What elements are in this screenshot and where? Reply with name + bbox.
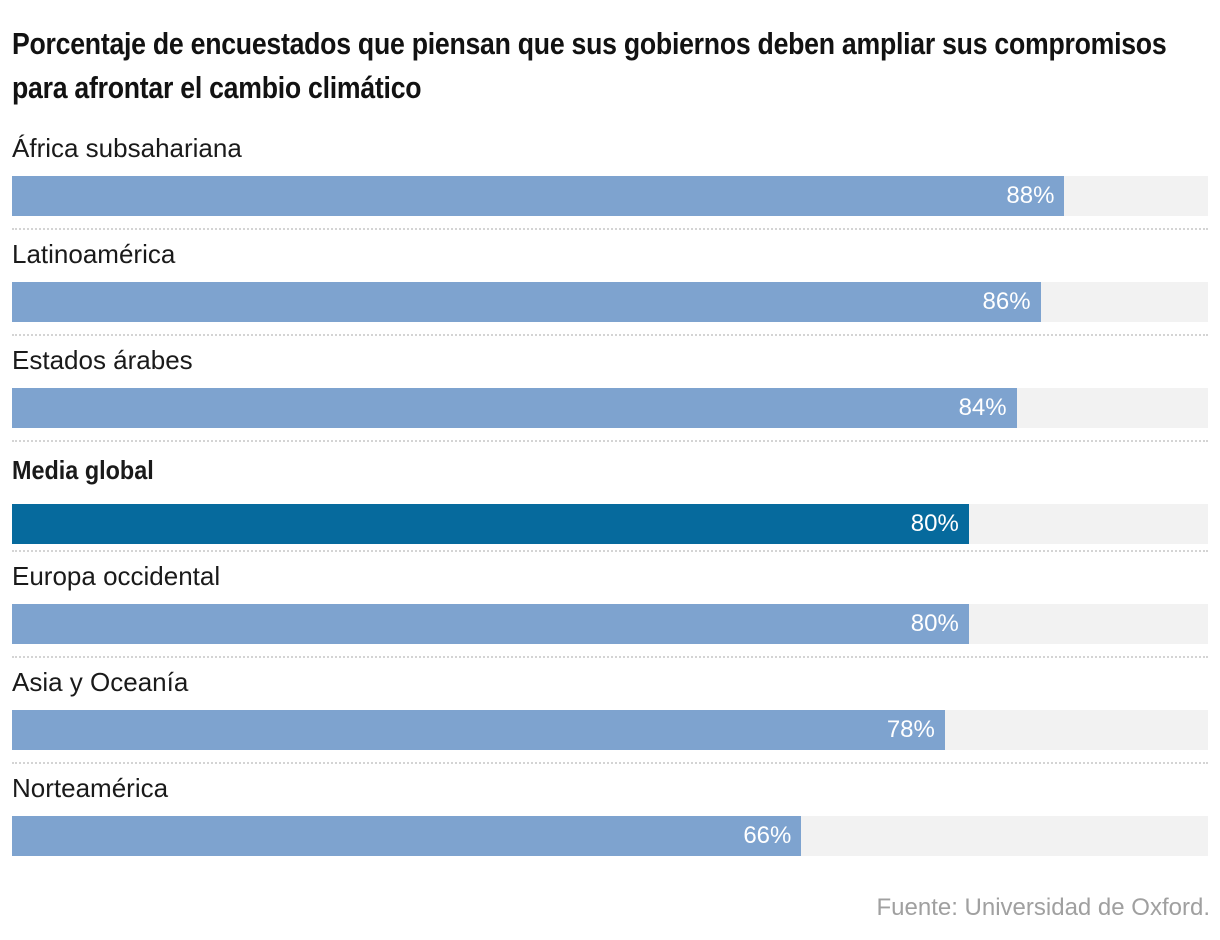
bar-row: Europa occidental 80%	[12, 556, 1208, 662]
category-label: Europa occidental	[12, 561, 221, 591]
source-note: Fuente: Universidad de Oxford.	[876, 894, 1210, 921]
bar: 86%	[12, 282, 1041, 322]
value-label: 66%	[743, 822, 792, 849]
bar: 84%	[12, 388, 1017, 428]
row-divider	[12, 334, 1208, 336]
bar: 66%	[12, 816, 802, 856]
bar-row: África subsahariana 88%	[12, 128, 1208, 234]
value-label: 86%	[982, 288, 1031, 315]
bar-row: Latinoamérica 86%	[12, 234, 1208, 340]
category-label: Norteamérica	[12, 773, 169, 803]
value-label: 84%	[958, 394, 1007, 421]
category-label: Asia y Oceanía	[12, 667, 189, 697]
row-divider	[12, 762, 1208, 764]
value-label: 78%	[886, 716, 935, 743]
bar-track: 80%	[12, 604, 1208, 644]
category-label: África subsahariana	[12, 133, 242, 163]
bar-row: Norteamérica 66%	[12, 768, 1208, 874]
chart-title: Porcentaje de encuestados que piensan qu…	[12, 26, 1167, 105]
bar-track: 88%	[12, 176, 1208, 216]
bar-track: 80%	[12, 504, 1208, 544]
bar: 78%	[12, 710, 945, 750]
bar-track: 84%	[12, 388, 1208, 428]
bar-track: 86%	[12, 282, 1208, 322]
bar: 80%	[12, 604, 969, 644]
bar-row: Media global 80%	[12, 446, 1208, 556]
category-label: Media global	[12, 455, 154, 485]
bar-row: Estados árabes 84%	[12, 340, 1208, 446]
value-label: 88%	[1006, 182, 1055, 209]
row-divider	[12, 656, 1208, 658]
bar-row: Asia y Oceanía 78%	[12, 662, 1208, 768]
bar: 88%	[12, 176, 1065, 216]
row-divider	[12, 550, 1208, 552]
category-label: Latinoamérica	[12, 239, 176, 269]
row-divider	[12, 440, 1208, 442]
bar-track: 78%	[12, 710, 1208, 750]
bar-chart: África subsahariana 88% Latinoamérica 86% Es…	[12, 128, 1208, 874]
value-label: 80%	[910, 610, 959, 637]
bar-highlight: 80%	[12, 504, 969, 544]
row-divider	[12, 228, 1208, 230]
category-label: Estados árabes	[12, 345, 193, 375]
bar-track: 66%	[12, 816, 1208, 856]
value-label: 80%	[910, 510, 959, 537]
